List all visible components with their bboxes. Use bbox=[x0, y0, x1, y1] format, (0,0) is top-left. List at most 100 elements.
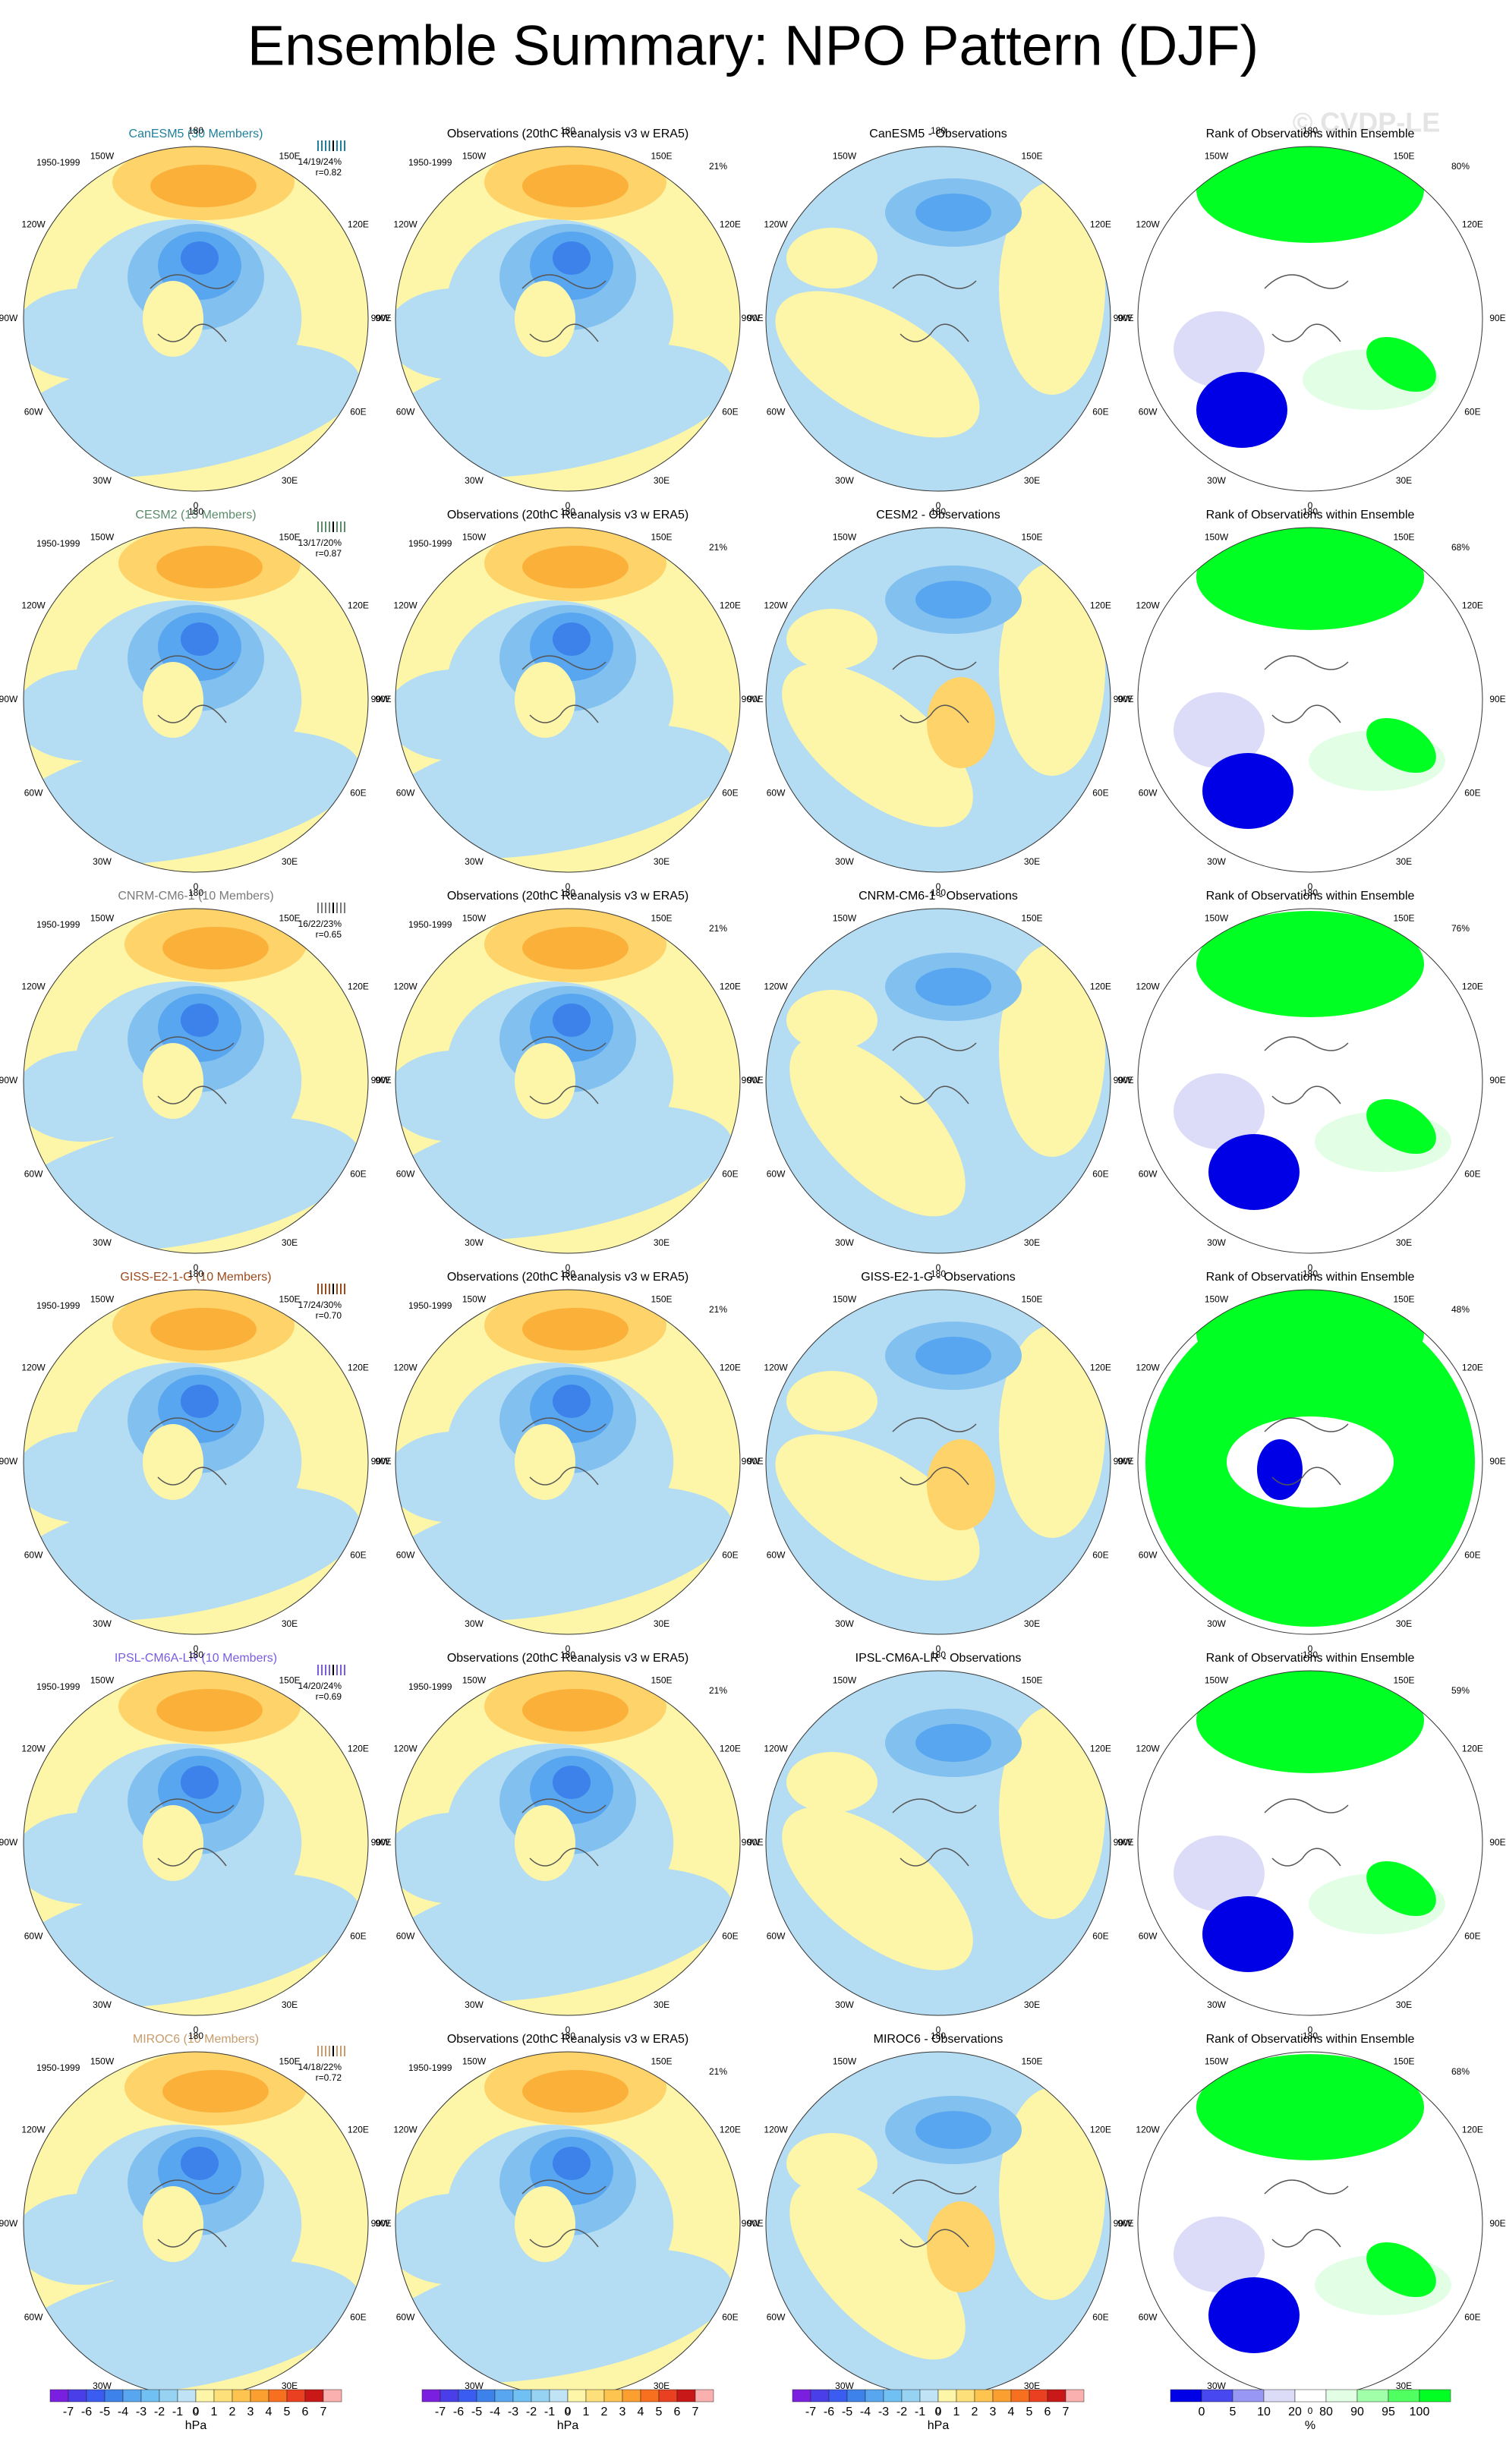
spread-bar bbox=[321, 140, 323, 151]
coastline bbox=[521, 655, 606, 723]
coastline bbox=[150, 1036, 235, 1104]
lon-label: 60E bbox=[1092, 788, 1108, 799]
contour-region bbox=[515, 1043, 575, 1119]
contour-region bbox=[1196, 1671, 1424, 1773]
contour-region bbox=[915, 968, 991, 1006]
map-panel: 180 150E 120E 90E 60E 30E 0 30W 60W 90W 120W 150W bbox=[0, 125, 392, 511]
contour-region bbox=[789, 1036, 966, 1217]
contour-region bbox=[181, 1766, 219, 1799]
lon-label: 150W bbox=[90, 1293, 115, 1304]
map-fields bbox=[766, 909, 1111, 1253]
map-panel: 180 150E 120E 90E 60E 30E 0 30W 60W 90W 120W 150W bbox=[1114, 1268, 1506, 1654]
lon-label: 120E bbox=[1090, 1363, 1111, 1373]
coastline bbox=[521, 1417, 606, 1486]
lon-label: 60W bbox=[24, 2312, 43, 2323]
coastline bbox=[150, 2179, 235, 2248]
lon-label: 90W bbox=[371, 1837, 390, 1848]
lon-label: 150E bbox=[651, 1675, 672, 1685]
rank-pct: 48% bbox=[1451, 1304, 1470, 1315]
contour-region bbox=[1174, 311, 1265, 387]
lon-label: 120E bbox=[720, 219, 741, 230]
contour-region bbox=[395, 2194, 522, 2285]
correlation: r=0.70 bbox=[316, 1310, 342, 1321]
lon-label: 150W bbox=[833, 531, 857, 542]
colorbar-tick: -1 bbox=[915, 2406, 925, 2418]
lon-label: 120E bbox=[1462, 982, 1483, 992]
lon-label: 90W bbox=[371, 1456, 390, 1467]
spread-bar bbox=[329, 2046, 330, 2056]
lon-label: 120E bbox=[1462, 2125, 1483, 2135]
coastline bbox=[521, 2179, 606, 2248]
map-border bbox=[395, 1670, 741, 2016]
spread-bar bbox=[336, 1284, 338, 1294]
lon-label: 60W bbox=[24, 1931, 43, 1942]
lon-label: 30W bbox=[1207, 475, 1226, 486]
lon-label: 120E bbox=[720, 1363, 741, 1373]
lon-label: 150W bbox=[90, 531, 115, 542]
lon-label: 90E bbox=[747, 1456, 763, 1467]
lon-label: 30W bbox=[93, 475, 112, 486]
lon-label: 60W bbox=[1139, 1550, 1158, 1561]
map-fields bbox=[766, 2052, 1111, 2396]
stats: 17/24/30% bbox=[298, 1300, 342, 1310]
model-title: CESM2 (15 Members) bbox=[135, 509, 256, 521]
lon-label: 150E bbox=[1021, 1675, 1042, 1685]
colorbar-box bbox=[919, 2389, 939, 2403]
spread-bar bbox=[317, 1284, 319, 1294]
colorbar-box bbox=[104, 2389, 124, 2403]
rank-pct: 68% bbox=[1451, 2066, 1470, 2077]
contour-region bbox=[1366, 1861, 1436, 1917]
spread-bar bbox=[344, 2046, 345, 2056]
colorbar-box bbox=[1263, 2389, 1296, 2403]
colorbar-tick: -2 bbox=[896, 2406, 907, 2418]
colorbar-box bbox=[622, 2389, 641, 2403]
coastline bbox=[892, 274, 977, 342]
spread-bar bbox=[325, 521, 326, 532]
lon-label: 120W bbox=[21, 1744, 46, 1754]
contour-region bbox=[156, 546, 263, 588]
colorbar-tick: 0 bbox=[1199, 2406, 1205, 2418]
lon-label: 150E bbox=[651, 1293, 672, 1304]
lon-label: 0 bbox=[566, 881, 571, 892]
lon-label: 60E bbox=[350, 1169, 366, 1180]
lon-label: 150W bbox=[1205, 531, 1229, 542]
lon-label: 120E bbox=[348, 600, 369, 611]
contour-region bbox=[181, 622, 219, 656]
lon-label: 90W bbox=[0, 1837, 18, 1848]
lon-label: 90E bbox=[1489, 1837, 1505, 1848]
lon-label: 30E bbox=[654, 2381, 670, 2391]
lon-label: 120E bbox=[348, 2125, 369, 2135]
lon-label: 30W bbox=[93, 856, 112, 867]
lon-label: 60W bbox=[767, 407, 786, 417]
lon-label: 30W bbox=[835, 1237, 854, 1248]
colorbar-tick: -3 bbox=[878, 2406, 889, 2418]
lon-label: 90W bbox=[371, 694, 390, 704]
lon-label: 90W bbox=[1114, 694, 1133, 704]
colorbar-tick: 5 bbox=[656, 2406, 663, 2418]
contour-region bbox=[1208, 1134, 1300, 1210]
contour-region bbox=[156, 1689, 263, 1731]
lon-label: 60E bbox=[1464, 1931, 1480, 1942]
rank-pct: 76% bbox=[1451, 923, 1470, 934]
lon-label: 120E bbox=[1090, 982, 1111, 992]
lon-label: 120E bbox=[1462, 219, 1483, 230]
lon-label: 150W bbox=[1205, 150, 1229, 161]
lon-label: 120W bbox=[21, 2125, 46, 2135]
contour-region bbox=[915, 1337, 991, 1375]
colorbar-tick: 20 bbox=[1288, 2406, 1302, 2418]
contour-region bbox=[395, 670, 522, 761]
map-panel: 180 150E 120E 90E 60E 30E 0 30W 60W 90W 120W 150W bbox=[0, 1268, 392, 1654]
map-border bbox=[1137, 1670, 1483, 2016]
map-fields bbox=[395, 528, 740, 872]
lon-label: 120E bbox=[348, 1363, 369, 1373]
lon-label: 120W bbox=[764, 2125, 788, 2135]
contour-region bbox=[775, 1434, 980, 1581]
spread-bar bbox=[317, 1665, 319, 1675]
spread-bar bbox=[340, 140, 342, 151]
colorbar-tick: -6 bbox=[81, 2406, 92, 2418]
lon-label: 120W bbox=[764, 219, 788, 230]
lon-label: 150E bbox=[1393, 531, 1414, 542]
colorbar-box bbox=[476, 2389, 496, 2403]
contour-region bbox=[522, 927, 629, 969]
